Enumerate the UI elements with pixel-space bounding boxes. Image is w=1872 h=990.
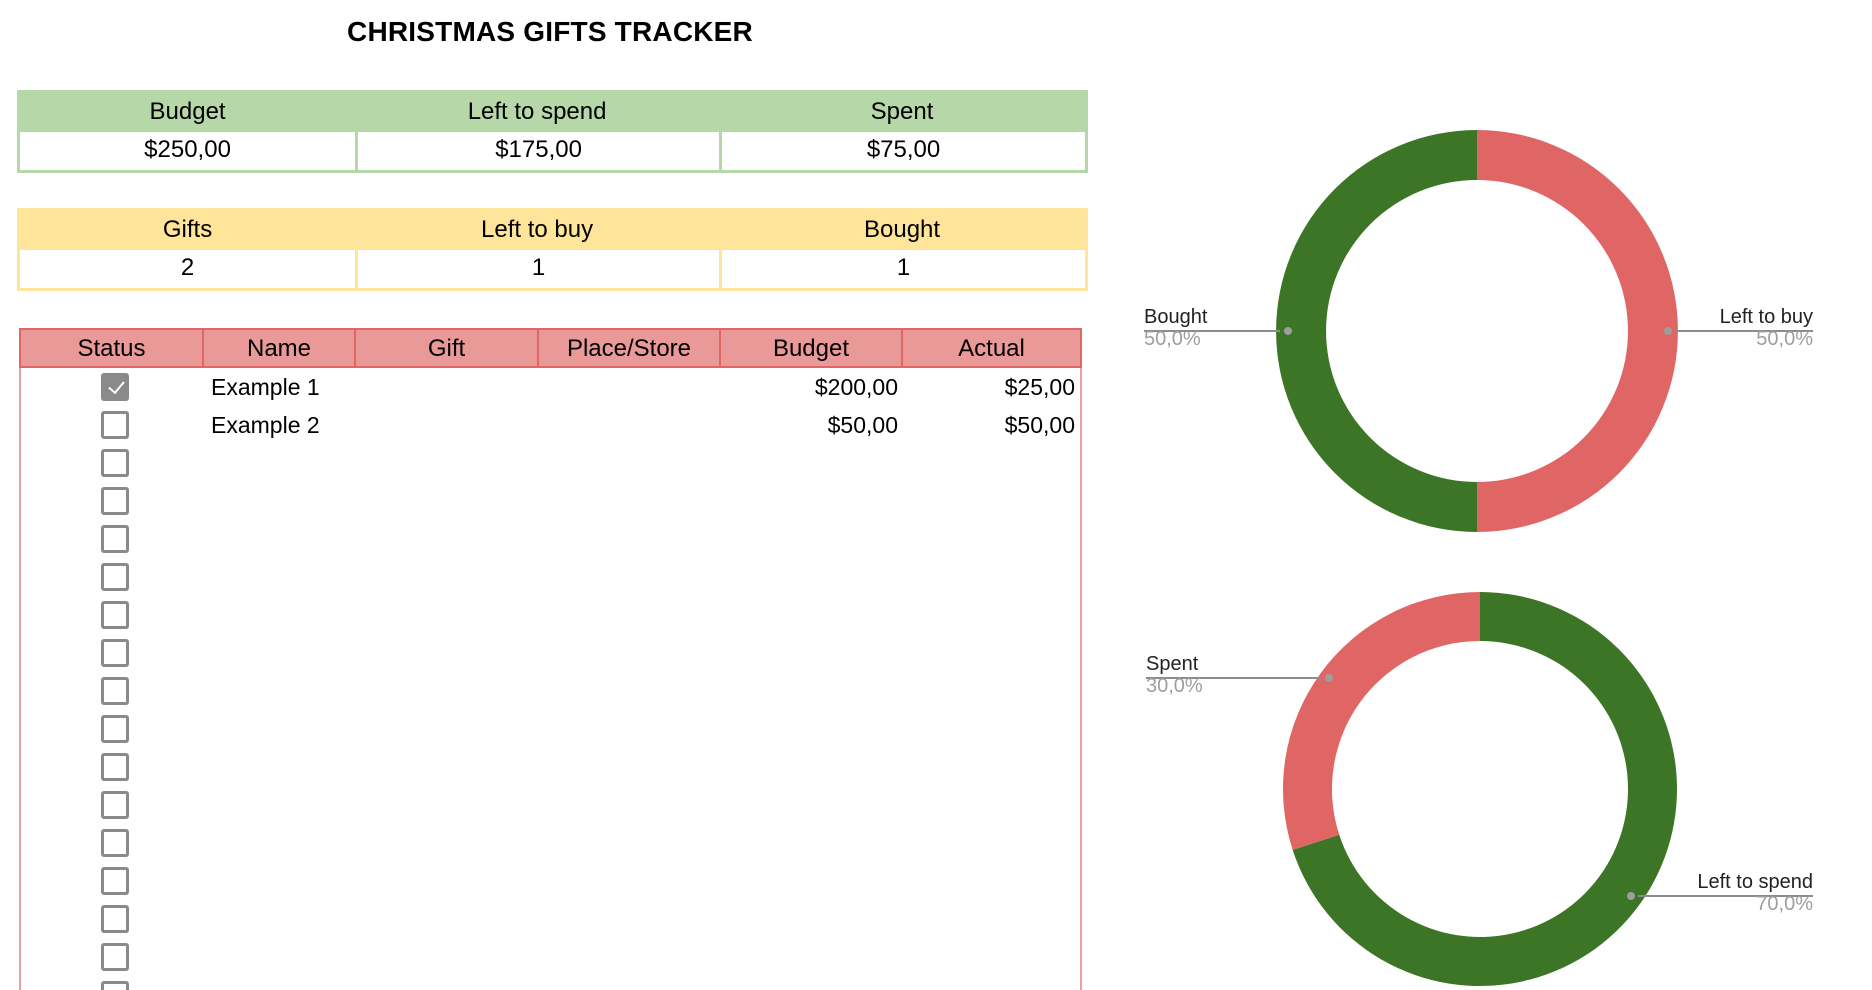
checkbox[interactable]	[100, 905, 129, 933]
bought-header: Bought	[863, 216, 941, 243]
spent-value-cell[interactable]: $75,00	[719, 132, 1085, 170]
budget-donut-chart[interactable]: Spent 30,0% Left to spend 70,0%	[1130, 580, 1850, 990]
column-header-budget: Budget	[721, 330, 903, 366]
status-cell[interactable]	[21, 905, 204, 933]
gifts-value-cell[interactable]: 2	[20, 250, 356, 288]
table-row	[21, 824, 1080, 862]
budget-summary-table: Budget Left to spend Spent $250,00 $175,…	[17, 90, 1088, 173]
budget-value-cell[interactable]: $250,00	[20, 132, 356, 170]
checkbox[interactable]	[100, 715, 129, 743]
checkbox[interactable]	[100, 411, 129, 439]
status-cell[interactable]	[21, 563, 204, 591]
status-cell[interactable]	[21, 601, 204, 629]
actual-cell[interactable]: $50,00	[1004, 411, 1075, 438]
checkbox[interactable]	[100, 525, 129, 553]
column-header-gift: Gift	[356, 330, 539, 366]
name-cell[interactable]: Example 2	[211, 411, 320, 438]
left-to-buy-value-cell[interactable]: 1	[355, 250, 720, 288]
checkbox[interactable]	[100, 981, 129, 990]
status-cell[interactable]	[21, 487, 204, 515]
actual-cell[interactable]: $25,00	[1004, 373, 1075, 400]
column-header-status: Status	[21, 330, 204, 366]
left-to-buy-header: Left to buy	[481, 216, 594, 243]
table-row	[21, 482, 1080, 520]
status-cell[interactable]	[21, 791, 204, 819]
gifts-slice-left-to-buy[interactable]	[1477, 130, 1678, 532]
gifts-slice-bought[interactable]	[1276, 130, 1477, 532]
table-row	[21, 634, 1080, 672]
checkbox[interactable]	[100, 449, 129, 477]
left-to-spend-value-cell[interactable]: $175,00	[355, 132, 720, 170]
table-row	[21, 520, 1080, 558]
table-row	[21, 710, 1080, 748]
status-cell[interactable]	[21, 639, 204, 667]
table-row	[21, 596, 1080, 634]
gifts-donut-svg	[1144, 130, 1813, 532]
bought-slice-label: Bought 50,0%	[1144, 306, 1208, 350]
column-header-place-store: Place/Store	[539, 330, 721, 366]
spent-slice-label: Spent 30,0%	[1146, 653, 1203, 697]
status-cell[interactable]	[21, 867, 204, 895]
table-row	[21, 444, 1080, 482]
column-header-actual: Actual	[958, 335, 1025, 362]
checkbox-checked[interactable]	[100, 373, 129, 401]
checkbox[interactable]	[100, 753, 129, 781]
budget-donut-svg	[1146, 592, 1813, 986]
status-cell[interactable]	[21, 373, 204, 401]
budget-cell[interactable]: $50,00	[827, 411, 898, 438]
bought-leader-dot	[1284, 327, 1292, 335]
checkbox[interactable]	[100, 943, 129, 971]
gifts-summary-table: Gifts Left to buy Bought 2 1 1	[17, 208, 1088, 291]
gift-list-table: Status Name Gift Place/Store Budget Actu…	[19, 328, 1082, 990]
table-row: Example 2 $50,00 $50,00	[21, 406, 1080, 444]
left-to-spend-slice-label: Left to spend 70,0%	[1697, 871, 1813, 915]
budget-slice-spent[interactable]	[1283, 592, 1480, 850]
status-cell[interactable]	[21, 449, 204, 477]
gift-table-body: Example 1 $200,00 $25,00 Example 2 $50,00 $50…	[21, 368, 1080, 990]
status-cell[interactable]	[21, 943, 204, 971]
checkbox[interactable]	[100, 791, 129, 819]
gift-table-header: Status Name Gift Place/Store Budget Actu…	[19, 328, 1082, 368]
name-cell[interactable]: Example 1	[211, 373, 320, 400]
gifts-donut-chart[interactable]: Bought 50,0% Left to buy 50,0%	[1130, 110, 1850, 560]
table-row	[21, 748, 1080, 786]
status-cell[interactable]	[21, 677, 204, 705]
checkbox[interactable]	[100, 639, 129, 667]
gifts-header: Gifts	[162, 216, 213, 243]
left-to-buy-slice-label: Left to buy 50,0%	[1719, 306, 1813, 350]
table-row	[21, 976, 1080, 990]
table-row	[21, 900, 1080, 938]
table-row	[21, 862, 1080, 900]
checkbox[interactable]	[100, 601, 129, 629]
spent-header: Spent	[870, 98, 934, 125]
page-title: CHRISTMAS GIFTS TRACKER	[347, 16, 753, 47]
budget-cell[interactable]: $200,00	[814, 373, 898, 400]
left-to-spend-header: Left to spend	[467, 98, 607, 125]
status-cell[interactable]	[21, 829, 204, 857]
checkbox[interactable]	[100, 677, 129, 705]
bought-value-cell[interactable]: 1	[719, 250, 1085, 288]
table-row	[21, 938, 1080, 976]
spent-leader-dot	[1325, 674, 1333, 682]
table-row	[21, 558, 1080, 596]
left-to-buy-leader-dot	[1664, 327, 1672, 335]
status-cell[interactable]	[21, 753, 204, 781]
status-cell[interactable]	[21, 411, 204, 439]
table-row: Example 1 $200,00 $25,00	[21, 368, 1080, 406]
column-header-name: Name	[204, 330, 356, 366]
status-cell[interactable]	[21, 525, 204, 553]
table-row	[21, 672, 1080, 710]
checkbox[interactable]	[100, 867, 129, 895]
table-row	[21, 786, 1080, 824]
checkbox[interactable]	[100, 563, 129, 591]
checkbox[interactable]	[100, 487, 129, 515]
status-cell[interactable]	[21, 981, 204, 990]
budget-header: Budget	[149, 98, 226, 125]
left-to-spend-leader-dot	[1627, 892, 1635, 900]
checkbox[interactable]	[100, 829, 129, 857]
status-cell[interactable]	[21, 715, 204, 743]
